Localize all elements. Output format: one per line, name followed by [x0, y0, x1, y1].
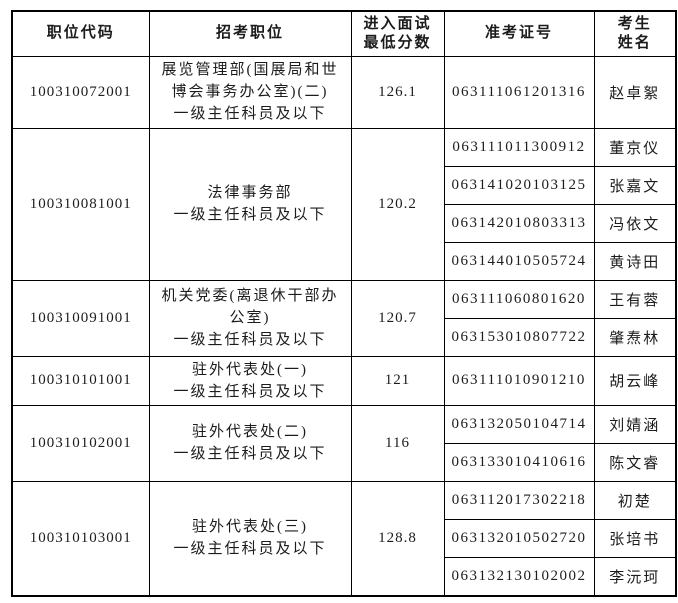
- position-code-cell: 100310102001: [11, 404, 150, 482]
- ticket-number-cell: 063112017302218: [443, 480, 595, 520]
- position-title-cell: 驻外代表处(一) 一级主任科员及以下: [148, 355, 352, 406]
- candidate-name-cell: 胡云峰: [593, 355, 677, 406]
- interview-score-table-container: 职位代码 招考职位 进入面试 最低分数 准考证号 考生 姓名 100310072…: [11, 10, 677, 597]
- candidate-name-cell: 王有蓉: [593, 279, 677, 319]
- ticket-number-cell: 063141020103125: [443, 165, 595, 205]
- min-score-cell: 116: [350, 404, 445, 482]
- table-row: 063144010505724 黄诗田: [12, 241, 677, 281]
- table-row: 100310072001 展览管理部(国展局和世博会事务办公室)(二) 一级主任科…: [11, 56, 677, 129]
- position-title-cell: 驻外代表处(三) 一级主任科员及以下: [148, 480, 352, 597]
- ticket-number-cell: 063111060801620: [443, 279, 595, 319]
- header-recruit-position: 招考职位: [148, 10, 352, 57]
- ticket-number-cell: 063132130102002: [443, 556, 595, 597]
- position-title-cell: 法律事务部 一级主任科员及以下: [148, 127, 352, 281]
- table-body: 100310072001 展览管理部(国展局和世博会事务办公室)(二) 一级主任科…: [11, 56, 677, 597]
- interview-score-table: 职位代码 招考职位 进入面试 最低分数 准考证号 考生 姓名 100310072…: [11, 10, 677, 597]
- table-row: 063141020103125 张嘉文: [12, 165, 677, 205]
- header-ticket-number: 准考证号: [443, 10, 595, 57]
- candidate-name-cell: 刘婧涵: [593, 404, 677, 444]
- position-code-cell: 100310091001: [11, 279, 150, 357]
- table-row: 063133010410616 陈文睿: [12, 442, 677, 482]
- ticket-number-cell: 063132010502720: [443, 518, 595, 558]
- ticket-number-cell: 063111010901210: [443, 355, 595, 406]
- min-score-cell: 128.8: [350, 480, 445, 597]
- ticket-number-cell: 063111061201316: [443, 56, 595, 129]
- table-row: 100310091001 机关党委(离退休干部办公室) 一级主任科员及以下 120.…: [11, 279, 677, 357]
- header-row: 职位代码 招考职位 进入面试 最低分数 准考证号 考生 姓名: [11, 10, 677, 57]
- ticket-number-cell: 063111011300912: [443, 127, 595, 167]
- min-score-cell: 121: [350, 355, 445, 406]
- candidate-name-cell: 冯依文: [593, 203, 677, 243]
- position-title-cell: 机关党委(离退休干部办公室) 一级主任科员及以下: [148, 279, 352, 357]
- table-row: 063132010502720 张培书: [12, 518, 677, 558]
- table-row: 100310101001 驻外代表处(一) 一级主任科员及以下 121 0631110…: [11, 355, 677, 406]
- min-score-cell: 126.1: [350, 56, 445, 129]
- header-position-code: 职位代码: [11, 10, 150, 57]
- candidate-name-cell: 董京仪: [593, 127, 677, 167]
- ticket-number-cell: 063153010807722: [443, 317, 595, 357]
- table-row: 100310081001 法律事务部 一级主任科员及以下 120.2 06311101…: [11, 127, 677, 281]
- candidate-name-cell: 黄诗田: [593, 241, 677, 281]
- min-score-cell: 120.7: [350, 279, 445, 357]
- candidate-name-cell: 初楚: [593, 480, 677, 520]
- position-title-cell: 驻外代表处(二) 一级主任科员及以下: [148, 404, 352, 482]
- table-row: 100310102001 驻外代表处(二) 一级主任科员及以下 116 0631320…: [11, 404, 677, 482]
- candidate-name-cell: 陈文睿: [593, 442, 677, 482]
- position-code-cell: 100310081001: [11, 127, 150, 281]
- ticket-number-cell: 063133010410616: [443, 442, 595, 482]
- ticket-number-cell: 063144010505724: [443, 241, 595, 281]
- candidate-name-cell: 张嘉文: [593, 165, 677, 205]
- candidate-name-cell: 肇焘林: [593, 317, 677, 357]
- table-row: 063153010807722 肇焘林: [12, 317, 677, 357]
- table-row: 100310103001 驻外代表处(三) 一级主任科员及以下 128.8 06311…: [11, 480, 677, 597]
- position-code-cell: 100310072001: [11, 56, 150, 129]
- ticket-number-cell: 063132050104714: [443, 404, 595, 444]
- position-title-cell: 展览管理部(国展局和世博会事务办公室)(二) 一级主任科员及以下: [148, 56, 352, 129]
- header-candidate-name: 考生 姓名: [593, 10, 677, 57]
- position-code-cell: 100310101001: [11, 355, 150, 406]
- header-min-interview-score: 进入面试 最低分数: [350, 10, 445, 57]
- table-row: 063132130102002 李沅珂: [12, 556, 677, 597]
- candidate-name-cell: 张培书: [593, 518, 677, 558]
- position-code-cell: 100310103001: [11, 480, 150, 597]
- min-score-cell: 120.2: [350, 127, 445, 281]
- ticket-number-cell: 063142010803313: [443, 203, 595, 243]
- candidate-name-cell: 赵卓絮: [593, 56, 677, 129]
- candidate-name-cell: 李沅珂: [593, 556, 677, 597]
